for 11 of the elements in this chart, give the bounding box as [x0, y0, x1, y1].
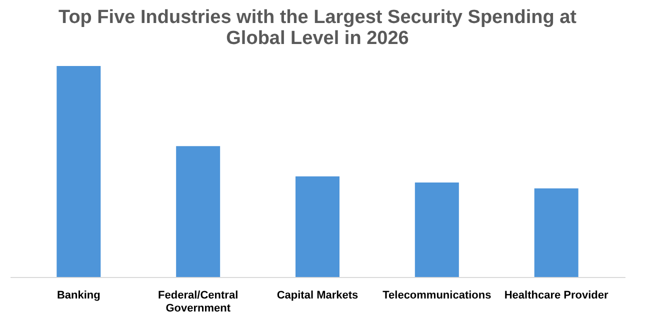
bar — [414, 182, 459, 277]
x-tick-label: Capital Markets — [276, 290, 358, 302]
bar — [296, 176, 340, 277]
x-tick-label: Banking — [56, 290, 100, 302]
bar — [176, 146, 220, 277]
chart-title: Top Five Industries with the Largest Security Spending at Global Level in 2026 — [58, 7, 578, 49]
bar — [56, 66, 101, 277]
x-tick-label: Telecommunications — [382, 290, 492, 302]
x-tick-label: Healthcare Provider — [504, 290, 610, 302]
bar — [534, 188, 578, 277]
x-tick-label: Federal/Central Government — [158, 290, 238, 314]
